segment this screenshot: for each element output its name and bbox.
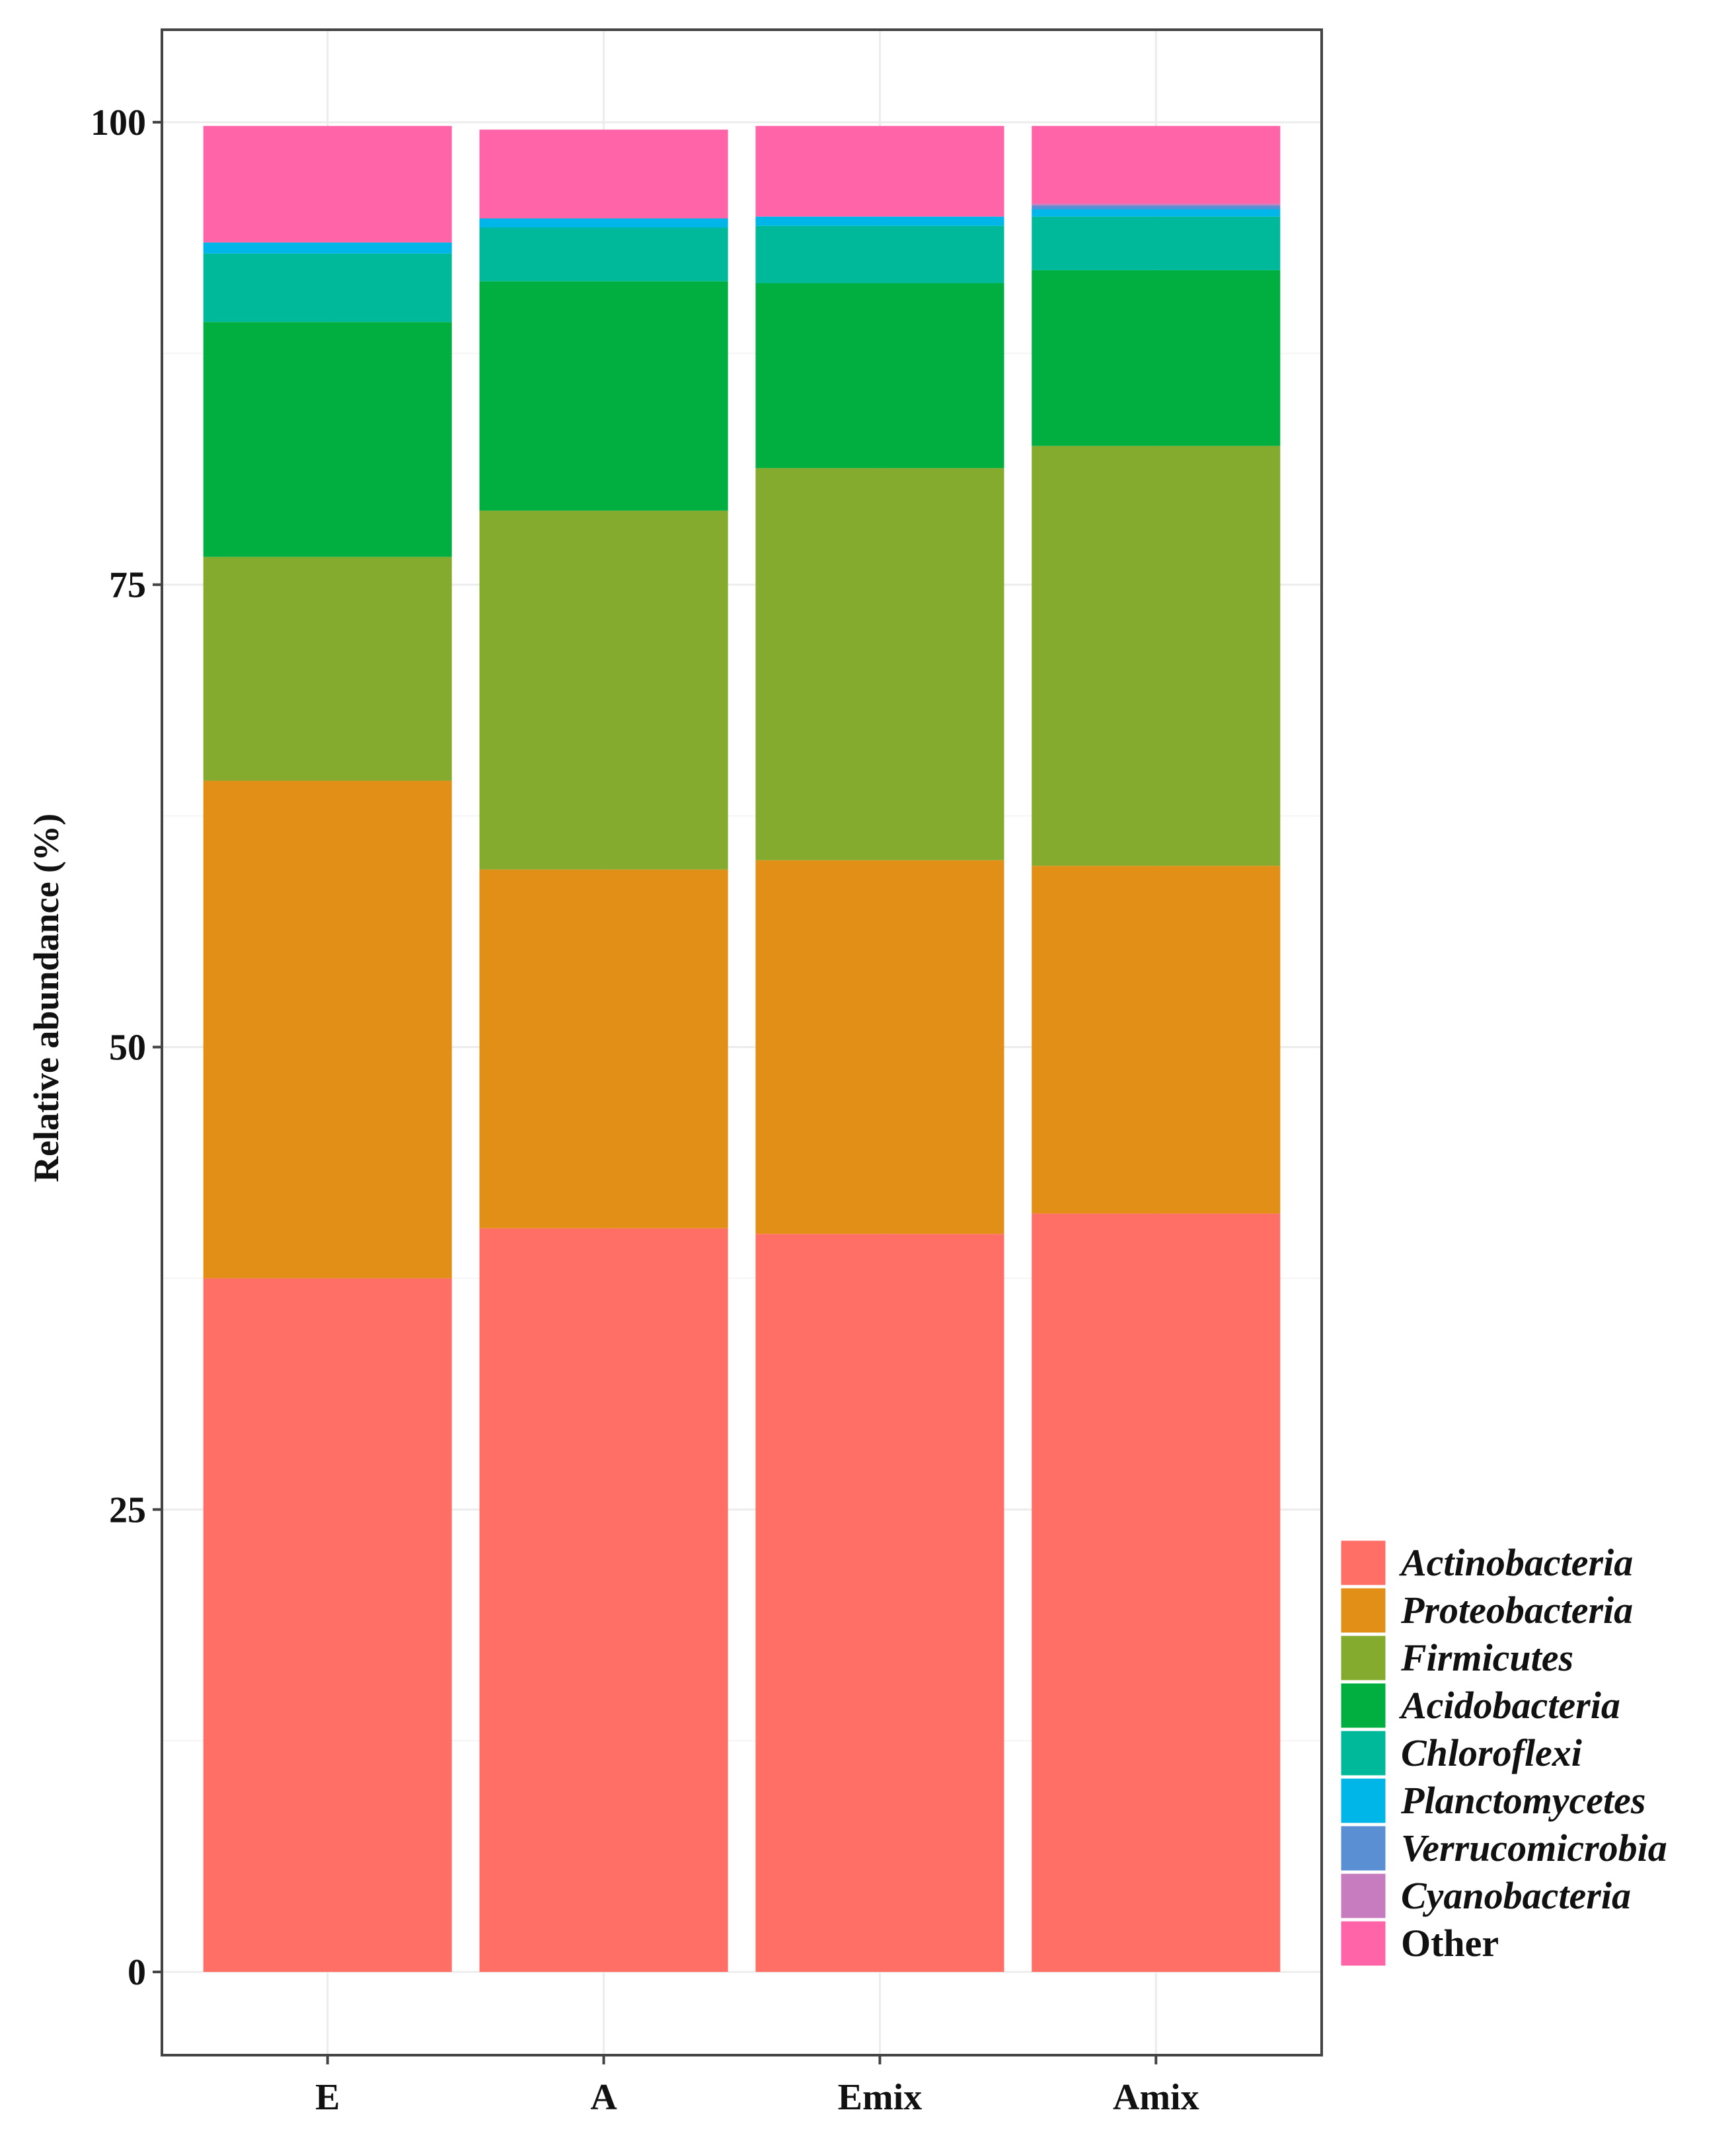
legend-label-proteobacteria: Proteobacteria — [1400, 1589, 1633, 1632]
legend-item-other: Other — [1339, 1919, 1499, 1968]
y-axis-title: Relative abundance (%) — [26, 813, 66, 1182]
y-tick-label-3: 75 — [109, 565, 146, 606]
bar-Emix-firmicutes — [755, 468, 1004, 860]
legend-label-planctomycetes: Planctomycetes — [1400, 1779, 1645, 1822]
bar-Amix-other — [1032, 126, 1281, 204]
bar-A-proteobacteria — [479, 869, 728, 1228]
bar-Amix-planctomycetes — [1032, 209, 1281, 217]
legend-key-actinobacteria — [1339, 1538, 1388, 1587]
bar-E-chloroflexi — [203, 253, 452, 322]
bar-Emix-chloroflexi — [755, 225, 1004, 283]
legend-key-other — [1339, 1919, 1388, 1968]
bar-A-firmicutes — [479, 510, 728, 870]
legend-item-cyanobacteria: Cyanobacteria — [1339, 1871, 1631, 1920]
legend-key-acidobacteria — [1339, 1681, 1388, 1730]
bars — [203, 126, 1281, 1973]
bar-Amix-acidobacteria — [1032, 270, 1281, 446]
bar-E-proteobacteria — [203, 780, 452, 1279]
legend-key-proteobacteria — [1339, 1586, 1388, 1635]
bar-E-actinobacteria — [203, 1278, 452, 1973]
bar-stack-E — [203, 126, 452, 1973]
legend-item-planctomycetes: Planctomycetes — [1339, 1776, 1645, 1825]
bar-Emix-acidobacteria — [755, 283, 1004, 469]
bar-stack-Emix — [755, 126, 1004, 1973]
bar-Amix-firmicutes — [1032, 445, 1281, 866]
bar-E-planctomycetes — [203, 242, 452, 254]
legend-item-proteobacteria: Proteobacteria — [1339, 1586, 1633, 1635]
legend-label-acidobacteria: Acidobacteria — [1399, 1684, 1620, 1727]
legend-item-verrucomicrobia: Verrucomicrobia — [1339, 1824, 1667, 1873]
y-tick-label-1: 25 — [109, 1489, 146, 1530]
bar-Emix-actinobacteria — [755, 1234, 1004, 1973]
bar-Emix-planctomycetes — [755, 216, 1004, 226]
y-tick-label-4: 100 — [91, 102, 146, 143]
legend-label-cyanobacteria: Cyanobacteria — [1401, 1874, 1631, 1917]
bar-A-other — [479, 130, 728, 219]
bar-Emix-proteobacteria — [755, 860, 1004, 1234]
x-tick-label-0: E — [315, 2077, 340, 2118]
legend-item-acidobacteria: Acidobacteria — [1339, 1681, 1620, 1730]
legend-label-verrucomicrobia: Verrucomicrobia — [1401, 1827, 1667, 1869]
legend-label-actinobacteria: Actinobacteria — [1399, 1541, 1633, 1584]
legend-key-chloroflexi — [1339, 1729, 1388, 1778]
legend-key-planctomycetes — [1339, 1776, 1388, 1825]
bar-Emix-other — [755, 126, 1004, 217]
legend-item-actinobacteria: Actinobacteria — [1339, 1538, 1633, 1587]
legend-label-firmicutes: Firmicutes — [1400, 1636, 1573, 1679]
x-tick-label-1: A — [590, 2077, 617, 2118]
y-axis: 0 25 50 75 100 — [91, 102, 162, 1993]
bar-A-planctomycetes — [479, 218, 728, 228]
bar-Amix-proteobacteria — [1032, 866, 1281, 1214]
legend-key-cyanobacteria — [1339, 1871, 1388, 1920]
bar-stack-A — [479, 130, 728, 1973]
bar-Amix-cyanobacteria — [1032, 204, 1281, 206]
legend-label-chloroflexi: Chloroflexi — [1401, 1731, 1582, 1774]
plot-border — [161, 28, 1323, 2056]
legend-item-firmicutes: Firmicutes — [1339, 1634, 1573, 1682]
y-tick-label-2: 50 — [109, 1027, 146, 1068]
bar-E-acidobacteria — [203, 322, 452, 557]
bar-Amix-verrucomicrobia — [1032, 205, 1281, 209]
x-axis: E A Emix Amix — [315, 2055, 1199, 2118]
bar-Amix-actinobacteria — [1032, 1213, 1281, 1973]
bar-stack-Amix — [1032, 126, 1281, 1973]
legend-item-chloroflexi: Chloroflexi — [1339, 1729, 1582, 1778]
bar-E-firmicutes — [203, 556, 452, 781]
legend-label-other: Other — [1401, 1922, 1499, 1965]
legend-key-firmicutes — [1339, 1634, 1388, 1682]
bar-Amix-chloroflexi — [1032, 216, 1281, 270]
bar-A-acidobacteria — [479, 281, 728, 511]
x-tick-label-3: Amix — [1113, 2077, 1199, 2118]
x-tick-label-2: Emix — [838, 2077, 923, 2118]
y-tick-label-0: 0 — [128, 1952, 146, 1993]
bar-A-chloroflexi — [479, 227, 728, 282]
bar-E-other — [203, 126, 452, 243]
legend-key-verrucomicrobia — [1339, 1824, 1388, 1873]
bar-A-actinobacteria — [479, 1228, 728, 1973]
